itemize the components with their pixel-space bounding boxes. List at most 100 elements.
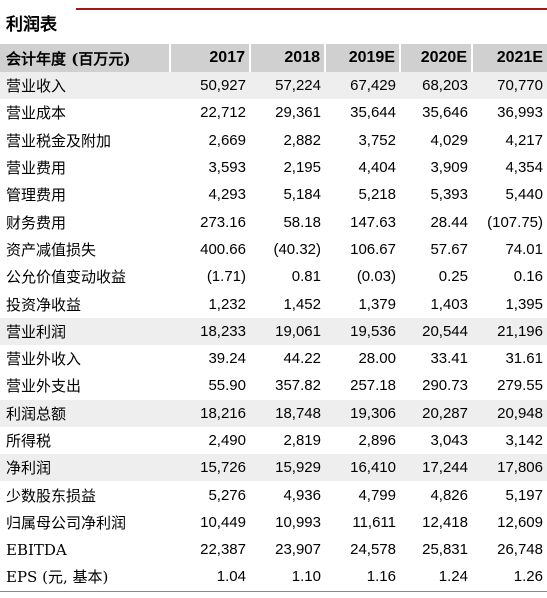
value-cell: 35,646 [422,104,468,122]
header-row: 会计年度 (百万元) 2017 2018 2019E 2020E 2021E [0,44,547,72]
value-cell: 50,927 [170,72,250,100]
value-cell: 257.18 [350,377,396,395]
row-label: 营业成本 [6,104,67,123]
value-cell: 5,440 [505,186,543,204]
row-label: 财务费用 [6,213,67,232]
value-cell: 10,993 [275,513,321,531]
value-cell: 58.18 [283,213,321,231]
value-cell: 24,578 [350,541,396,559]
value-cell: 1,452 [283,295,321,313]
value-cell: (40.32) [273,240,321,258]
table-row: 营业外收入 39.24 44.22 28.00 33.41 31.61 [0,345,547,372]
value-cell: 25,831 [422,541,468,559]
value-cell: (107.75) [487,213,543,231]
value-cell: 21,196 [472,317,547,345]
table-title: 利润表 [6,15,57,35]
value-cell: 2,195 [283,159,321,177]
value-cell: 4,936 [283,486,321,504]
value-cell: 26,748 [497,541,543,559]
value-cell: 19,536 [325,317,400,345]
value-cell: 2,882 [283,131,321,149]
value-cell: 3,909 [430,159,468,177]
value-cell: 15,726 [170,454,250,482]
row-label: 营业外收入 [6,350,82,369]
value-cell: 12,418 [422,513,468,531]
table-row: 营业收入 50,927 57,224 67,429 68,203 70,770 [0,72,547,100]
value-cell: 2,669 [208,131,246,149]
row-label: 利润总额 [0,399,170,427]
table-row: 管理费用 4,293 5,184 5,218 5,393 5,440 [0,181,547,208]
value-cell: 18,216 [170,399,250,427]
value-cell: 16,410 [325,454,400,482]
value-cell: 3,142 [505,432,543,449]
value-cell: 1.16 [325,563,400,592]
value-cell: 36,993 [497,104,543,122]
value-cell: 0.16 [513,268,543,286]
row-label: 投资净收益 [6,295,82,314]
value-cell: 35,644 [350,104,396,122]
table-row: 资产减值损失 400.66 (40.32) 106.67 57.67 74.01 [0,236,547,263]
value-cell: 4,029 [430,131,468,149]
header-cell: 2018 [249,44,325,72]
value-cell: 4,217 [505,131,543,149]
value-cell: 18,233 [170,317,250,345]
value-cell: 19,306 [325,399,400,427]
value-cell: 147.63 [350,213,396,231]
value-cell: 29,361 [275,104,321,122]
row-label: EBITDA [6,540,67,559]
header-cell: 2017 [169,44,250,72]
value-cell: 5,197 [505,486,543,504]
value-cell: 357.82 [275,377,321,395]
table-row: 财务费用 273.16 58.18 147.63 28.44 (107.75) [0,208,547,235]
value-cell: 17,244 [400,454,472,482]
row-label: 净利润 [0,454,170,482]
value-cell: 1,403 [430,295,468,313]
value-cell: 106.67 [350,240,396,258]
table-row: 净利润 15,726 15,929 16,410 17,244 17,806 [0,454,547,482]
value-cell: 20,287 [400,399,472,427]
value-cell: 57,224 [250,72,325,100]
value-cell: 5,393 [430,186,468,204]
value-cell: 18,748 [250,399,325,427]
table-row: 归属母公司净利润 10,449 10,993 11,611 12,418 12,609 [0,509,547,536]
value-cell: 19,061 [250,317,325,345]
table-row: 营业外支出 55.90 357.82 257.18 290.73 279.55 [0,372,547,399]
value-cell: 70,770 [472,72,547,100]
value-cell: 3,593 [208,159,246,177]
value-cell: 3,043 [430,432,468,449]
value-cell: 55.90 [208,377,246,395]
row-label: 资产减值损失 [6,240,97,259]
row-label: 管理费用 [6,186,67,205]
value-cell: 11,611 [352,513,396,531]
value-cell: 1.26 [472,563,547,592]
row-label: 所得税 [6,432,52,450]
value-cell: 290.73 [422,377,468,395]
row-label: 营业利润 [0,317,170,345]
value-cell: 68,203 [400,72,472,100]
value-cell: 1.10 [250,563,325,592]
value-cell: 44.22 [283,350,321,368]
value-cell: 1.24 [400,563,472,592]
value-cell: (0.03) [356,268,396,286]
value-cell: 20,948 [472,399,547,427]
value-cell: 2,896 [358,432,396,449]
value-cell: 5,184 [283,186,321,204]
header-cell: 2020E [399,44,472,72]
value-cell: 1.04 [170,563,250,592]
value-cell: 12,609 [497,513,543,531]
row-label: 少数股东损益 [6,486,97,505]
value-cell: 1,232 [208,295,246,313]
value-cell: 1,379 [358,295,396,313]
table-body: 营业收入 50,927 57,224 67,429 68,203 70,770 营业成本 22… [0,72,547,592]
value-cell: (1.71) [206,268,246,286]
value-cell: 10,449 [200,513,246,531]
value-cell: 33.41 [430,350,468,368]
value-cell: 3,752 [358,131,396,149]
table-row: 营业税金及附加 2,669 2,882 3,752 4,029 4,217 [0,127,547,154]
row-label: 营业税金及附加 [6,131,112,150]
row-label: 公允价值变动收益 [6,268,127,287]
table-row: 少数股东损益 5,276 4,936 4,799 4,826 5,197 [0,481,547,508]
value-cell: 2,819 [283,432,321,449]
table-row: 营业利润 18,233 19,061 19,536 20,544 21,196 [0,317,547,345]
title-rule [76,8,547,10]
